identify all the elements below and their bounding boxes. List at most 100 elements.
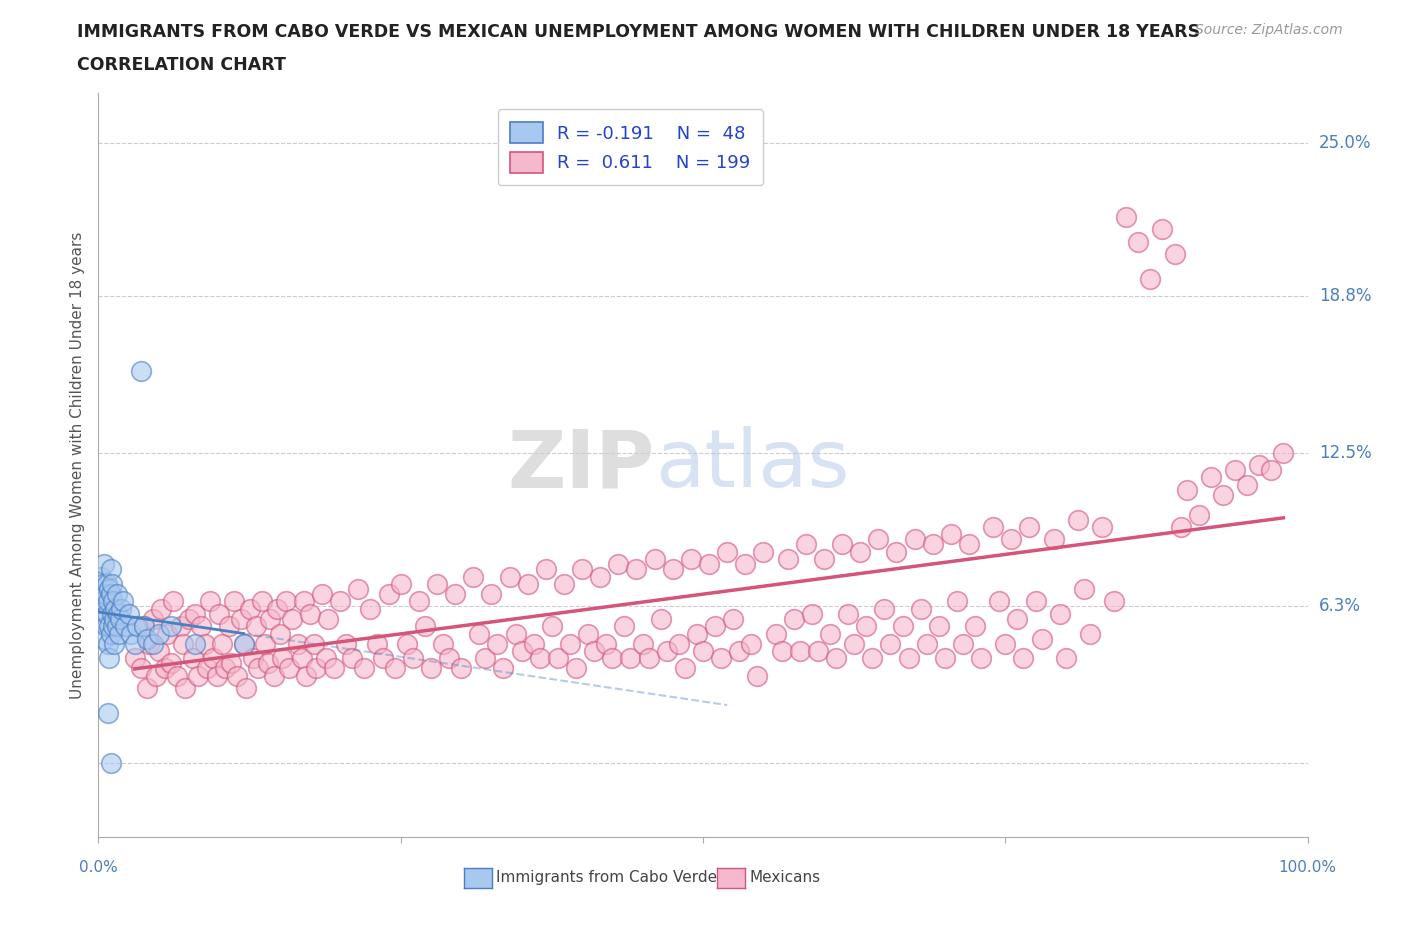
Point: [1188, 507, 1211, 522]
Point: [747, 669, 769, 684]
Point: [229, 611, 252, 626]
Point: [818, 626, 841, 641]
Point: [91, 587, 114, 602]
Point: [970, 651, 993, 666]
Point: [274, 594, 297, 609]
Point: [408, 594, 430, 609]
Point: [886, 544, 908, 559]
Point: [142, 636, 165, 651]
Point: [553, 577, 575, 591]
Point: [211, 636, 233, 651]
Point: [981, 520, 1004, 535]
Point: [108, 626, 131, 641]
Point: [98, 581, 121, 596]
Point: [1018, 520, 1040, 535]
Point: [135, 681, 157, 696]
Point: [302, 636, 325, 651]
Point: [402, 651, 425, 666]
Point: [637, 651, 659, 666]
Point: [232, 636, 254, 651]
Point: [91, 577, 114, 591]
Point: [1139, 272, 1161, 286]
Point: [644, 551, 666, 566]
Point: [565, 661, 588, 676]
Text: Immigrants from Cabo Verde: Immigrants from Cabo Verde: [496, 870, 717, 885]
Point: [492, 661, 515, 676]
Point: [100, 577, 122, 591]
Point: [619, 651, 641, 666]
Point: [988, 594, 1011, 609]
Point: [807, 644, 830, 658]
Point: [315, 651, 337, 666]
Point: [104, 602, 127, 617]
Point: [190, 618, 212, 633]
Point: [928, 618, 950, 633]
Point: [1272, 445, 1295, 460]
Point: [952, 636, 974, 651]
Point: [523, 636, 546, 651]
Point: [142, 611, 165, 626]
Point: [939, 527, 962, 542]
Point: [218, 618, 240, 633]
Point: [93, 594, 115, 609]
Point: [1163, 246, 1185, 261]
Point: [160, 656, 183, 671]
Point: [148, 644, 170, 658]
Point: [108, 611, 131, 626]
Point: [1054, 651, 1077, 666]
Point: [765, 626, 787, 641]
Point: [221, 656, 243, 671]
Point: [1212, 487, 1234, 502]
Point: [576, 626, 599, 641]
Point: [226, 669, 249, 684]
Point: [98, 651, 121, 666]
Point: [148, 626, 170, 641]
Point: [111, 594, 134, 609]
Point: [174, 681, 197, 696]
Point: [602, 651, 624, 666]
Point: [534, 562, 557, 577]
Point: [1024, 594, 1046, 609]
Point: [256, 656, 278, 671]
Point: [124, 651, 146, 666]
Point: [232, 636, 254, 651]
Point: [1152, 222, 1174, 237]
Point: [101, 594, 124, 609]
Point: [162, 594, 184, 609]
Point: [114, 618, 136, 633]
Point: [728, 644, 751, 658]
Point: [247, 661, 270, 676]
Point: [776, 551, 799, 566]
Point: [94, 587, 117, 602]
Point: [347, 581, 370, 596]
Point: [679, 551, 702, 566]
Point: [366, 636, 388, 651]
Point: [263, 669, 285, 684]
Point: [166, 669, 188, 684]
Point: [96, 577, 118, 591]
Point: [516, 577, 538, 591]
Point: [305, 661, 328, 676]
Point: [626, 562, 648, 577]
Point: [1073, 581, 1095, 596]
Point: [1175, 483, 1198, 498]
Point: [426, 577, 449, 591]
Text: CORRELATION CHART: CORRELATION CHART: [77, 56, 287, 73]
Point: [510, 644, 533, 658]
Text: 100.0%: 100.0%: [1278, 860, 1337, 875]
Point: [1012, 651, 1035, 666]
Text: 18.8%: 18.8%: [1319, 287, 1371, 305]
Point: [897, 651, 920, 666]
Point: [1236, 477, 1258, 492]
Y-axis label: Unemployment Among Women with Children Under 18 years: Unemployment Among Women with Children U…: [70, 232, 86, 698]
Point: [181, 651, 204, 666]
Point: [837, 606, 859, 621]
Point: [105, 618, 128, 633]
Point: [100, 755, 122, 770]
Point: [353, 661, 375, 676]
Point: [468, 626, 491, 641]
Point: [716, 544, 738, 559]
Point: [825, 651, 848, 666]
Point: [650, 611, 672, 626]
Point: [1031, 631, 1053, 646]
